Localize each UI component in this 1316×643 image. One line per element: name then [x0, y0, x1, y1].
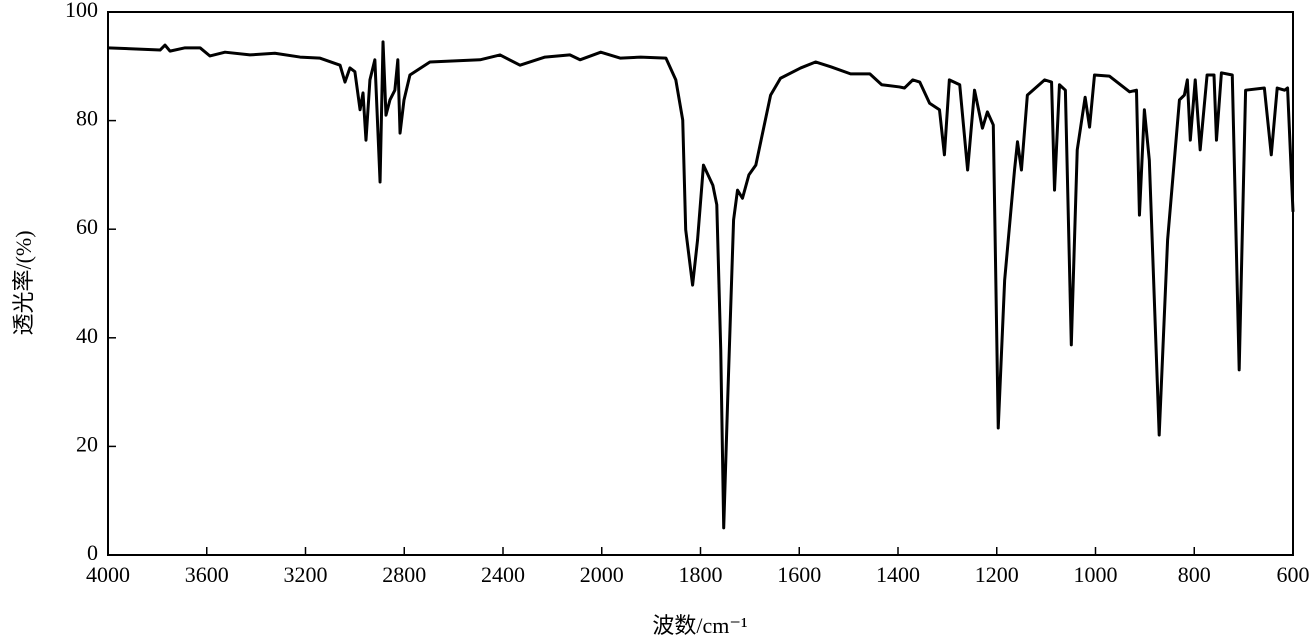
- x-tick-label: 3600: [185, 562, 229, 587]
- y-tick-label: 100: [65, 0, 98, 22]
- x-tick-label: 2800: [382, 562, 426, 587]
- x-tick-label: 3200: [284, 562, 328, 587]
- y-tick-label: 0: [87, 540, 98, 565]
- x-axis-label: 波数/cm⁻¹: [652, 613, 747, 638]
- x-tick-label: 1000: [1074, 562, 1118, 587]
- x-tick-label: 1600: [777, 562, 821, 587]
- y-tick-label: 20: [76, 431, 98, 456]
- x-tick-label: 2000: [580, 562, 624, 587]
- plot-frame: [107, 11, 1294, 556]
- y-tick-label: 80: [76, 106, 98, 131]
- x-tick-label: 800: [1178, 562, 1211, 587]
- x-tick-label: 1800: [679, 562, 723, 587]
- x-tick-label: 600: [1277, 562, 1310, 587]
- x-tick-label: 4000: [86, 562, 130, 587]
- y-tick-label: 40: [76, 323, 98, 348]
- spectrum-line: [107, 40, 1295, 530]
- y-tick-label: 60: [76, 214, 98, 239]
- x-tick-label: 2400: [481, 562, 525, 587]
- x-tick-label: 1400: [876, 562, 920, 587]
- x-tick-label: 1200: [975, 562, 1019, 587]
- y-axis-label: 透光率/(%): [11, 230, 36, 335]
